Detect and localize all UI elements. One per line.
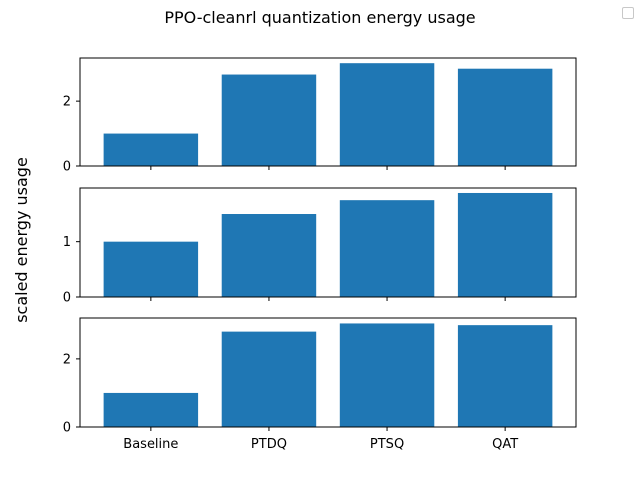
y-tick-label: 2 [63,352,71,367]
checkbox-icon[interactable] [622,7,634,19]
bar-baseline [103,133,199,166]
bar-ptdq [221,331,317,427]
x-tick-label: QAT [492,437,518,452]
bar-ptsq [339,200,435,297]
y-tick-label: 0 [63,291,71,306]
x-tick-label: PTDQ [251,437,287,452]
y-axis-label: scaled energy usage [12,157,31,323]
bar-baseline [103,392,199,427]
subplot-1: 02 [63,57,577,175]
axes-frame [79,317,577,428]
subplot-3: 0 2 Baseline PTDQ PTSQ QAT [63,317,577,452]
bar-ptsq [339,323,435,427]
bar-baseline [103,241,199,297]
bar-ptsq [339,63,435,166]
x-tick-label: Baseline [123,437,178,452]
bar-qat [457,192,553,297]
axes-frame [79,57,577,167]
chart-suptitle: PPO-cleanrl quantization energy usage [164,8,475,27]
axes-frame [79,187,577,298]
bar-ptdq [221,214,317,297]
y-tick-label: 1 [63,235,71,250]
y-tick-label: 0 [63,421,71,436]
bar-qat [457,325,553,427]
bar-qat [457,68,553,166]
subplot-2: 01 [63,187,577,306]
y-tick-label: 0 [63,160,71,175]
x-tick-label: PTSQ [370,437,404,452]
bar-ptdq [221,74,317,166]
y-tick-label: 2 [63,95,71,110]
